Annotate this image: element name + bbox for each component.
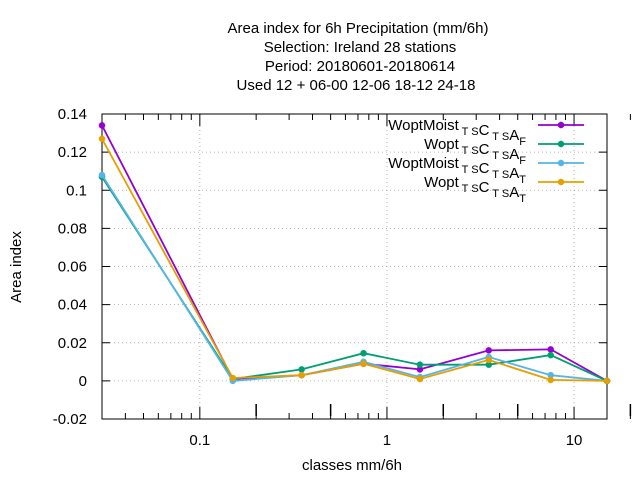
legend-swatch-marker: [557, 159, 565, 167]
data-point: [98, 171, 106, 179]
data-point: [416, 361, 424, 368]
legend-swatch-marker: [557, 178, 565, 186]
data-point: [603, 377, 611, 385]
data-point: [229, 374, 236, 382]
series-group: [98, 122, 611, 385]
x-tick-label: 10: [566, 432, 583, 449]
title-line: Used 12 + 06-00 12-06 18-12 24-18: [237, 77, 476, 94]
legend-entry: WoptMoist T SC T SAF: [388, 117, 584, 148]
series-0: [98, 122, 611, 385]
data-point: [98, 135, 106, 142]
y-tick-label: 0.1: [66, 182, 87, 199]
data-point: [547, 346, 554, 353]
legend-label: WoptMoist T SC T SAF: [388, 117, 526, 148]
title-line: Area index for 6h Precipitation (mm/6h): [228, 20, 489, 37]
title-line: Period: 20180601-20180614: [265, 58, 455, 75]
y-axis-ticks: 0.14 0.12 0.1 0.08 0.06 0.04 0.02 0 -0.02: [53, 106, 607, 428]
legend-label: Wopt T SC T SAT: [424, 174, 526, 205]
data-point: [298, 366, 305, 373]
title-line: Selection: Ireland 28 stations: [264, 39, 457, 56]
legend-entry: Wopt T SC T SAF: [424, 136, 584, 167]
series-2: [98, 171, 611, 385]
legend-label: WoptMoist T SC T SAT: [388, 155, 526, 186]
x-tick-label: 0.1: [189, 432, 210, 449]
y-tick-label: 0: [79, 373, 87, 390]
legend-entry: Wopt T SC T SAT: [424, 174, 584, 205]
series-1: [98, 173, 611, 385]
data-point: [98, 122, 106, 129]
data-point: [547, 371, 554, 379]
y-tick-label: 0.06: [58, 259, 87, 276]
legend-swatch-marker: [557, 121, 565, 129]
series-line: [101, 138, 608, 382]
data-point: [547, 376, 554, 384]
y-axis-title: Area index: [8, 231, 25, 303]
x-tick-label: 1: [383, 432, 391, 449]
y-tick-label: 0.08: [58, 220, 87, 237]
data-point: [485, 347, 492, 354]
data-point: [547, 351, 554, 359]
data-point: [298, 371, 305, 379]
series-line: [101, 174, 608, 382]
legend-label: Wopt T SC T SAF: [424, 136, 526, 167]
data-point: [360, 360, 367, 367]
chart-title: Area index for 6h Precipitation (mm/6h) S…: [228, 20, 489, 94]
data-point: [360, 350, 367, 357]
series-3: [98, 135, 611, 385]
legend-swatch-marker: [557, 140, 565, 148]
y-tick-label: 0.02: [58, 335, 87, 352]
data-point: [485, 356, 492, 364]
y-tick-label: -0.02: [53, 411, 87, 428]
data-point: [416, 375, 424, 383]
y-tick-label: 0.12: [58, 144, 87, 161]
x-axis-title: classes mm/6h: [302, 457, 402, 474]
grid: [102, 114, 607, 419]
legend-entry: WoptMoist T SC T SAT: [388, 155, 584, 186]
x-axis-ticks: 0.1 1 10: [101, 114, 632, 449]
y-tick-label: 0.04: [58, 297, 87, 314]
y-tick-label: 0.14: [58, 106, 87, 123]
